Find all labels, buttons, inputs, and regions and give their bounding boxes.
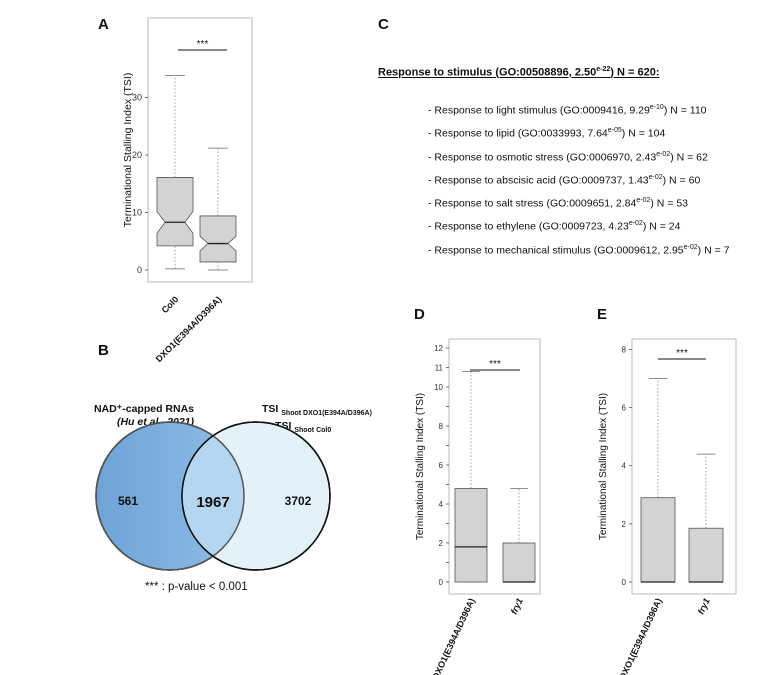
x-tick-label: DXO1(E394A/D396A) <box>430 597 476 675</box>
panel-letter-a: A <box>98 16 109 33</box>
y-tick-label: 8 <box>439 422 444 431</box>
y-tick-label: 2 <box>622 520 627 529</box>
pvalue-footnote: *** : p-value < 0.001 <box>145 581 248 593</box>
panel-letter-e: E <box>597 306 608 323</box>
y-tick-label: 10 <box>434 383 443 392</box>
significance-stars: *** <box>489 359 501 370</box>
y-tick-label: 10 <box>132 208 142 218</box>
box <box>688 527 724 583</box>
y-tick-label: 6 <box>622 404 627 413</box>
venn-right-outline <box>181 421 331 571</box>
go-term-item: - Response to abscisic acid (GO:0009737,… <box>428 173 701 187</box>
x-tick-label: DXO1(E394A/D396A) <box>617 597 663 675</box>
panel-letter-c: C <box>378 16 389 33</box>
y-axis-label: Terminational Stalling Index (TSI) <box>598 393 609 540</box>
y-tick-label: 8 <box>622 345 627 354</box>
venn-left-set-label: NAD⁺-capped RNAs (Hu et al., 2021) <box>93 403 194 428</box>
go-term-item: - Response to salt stress (GO:0009651, 2… <box>428 197 689 210</box>
boxplot-d: 0 2 4 6 8 10 11 12 Terminational Stalling Index … <box>415 338 541 675</box>
y-tick-label: 0 <box>137 265 142 275</box>
go-term-item: - Response to lipid (GO:0033993, 7.64e-0… <box>428 127 666 140</box>
x-tick-label: fry1 <box>509 597 525 616</box>
y-tick-label: 0 <box>622 578 627 587</box>
box <box>156 177 194 247</box>
go-term-item: - Response to osmotic stress (GO:0006970… <box>428 150 708 164</box>
y-tick-label: 12 <box>434 344 443 353</box>
box <box>640 497 676 583</box>
significance-stars: *** <box>197 39 209 50</box>
y-tick-label: 30 <box>132 93 142 103</box>
x-tick-label: Col0 <box>160 294 181 315</box>
go-term-item: - Response to ethylene (GO:0009723, 4.23… <box>428 220 681 233</box>
venn-overlap <box>182 422 244 570</box>
significance-stars: *** <box>676 348 688 359</box>
panel-letter-d: D <box>414 306 425 323</box>
go-title: Response to stimulus (GO:00508896, 2.50e… <box>378 66 660 79</box>
y-tick-label: 2 <box>439 539 444 548</box>
venn-left-count: 561 <box>118 494 138 508</box>
venn-overlap-count: 1967 <box>196 494 229 511</box>
y-tick-label: 6 <box>439 461 444 470</box>
y-tick-label: 11 <box>435 364 444 373</box>
go-term-list: - Response to light stimulus (GO:0009416… <box>428 98 729 261</box>
venn-diagram: 561 1967 3702 <box>95 421 331 571</box>
go-term-item: - Response to mechanical stimulus (GO:00… <box>428 243 730 257</box>
box <box>199 215 237 263</box>
box <box>502 542 536 583</box>
venn-left-outline <box>95 421 245 571</box>
y-tick-label: 4 <box>622 462 627 471</box>
y-tick-label: 20 <box>132 150 142 160</box>
venn-right-count: 3702 <box>285 494 312 508</box>
boxplot-e: 0 2 4 6 8 Terminational Stalling Index (TSI) D… <box>598 338 737 675</box>
y-axis-label: Terminational Stalling Index (TSI) <box>415 393 426 540</box>
box <box>454 487 488 583</box>
y-axis-label: Terminational Stalling Index (TSI) <box>122 73 134 228</box>
y-tick-label: 0 <box>439 578 444 587</box>
go-term-item: - Response to light stimulus (GO:0009416… <box>428 104 707 117</box>
y-tick-label: 4 <box>439 500 444 509</box>
x-tick-label: fry1 <box>696 597 712 616</box>
panel-letter-b: B <box>98 342 109 359</box>
